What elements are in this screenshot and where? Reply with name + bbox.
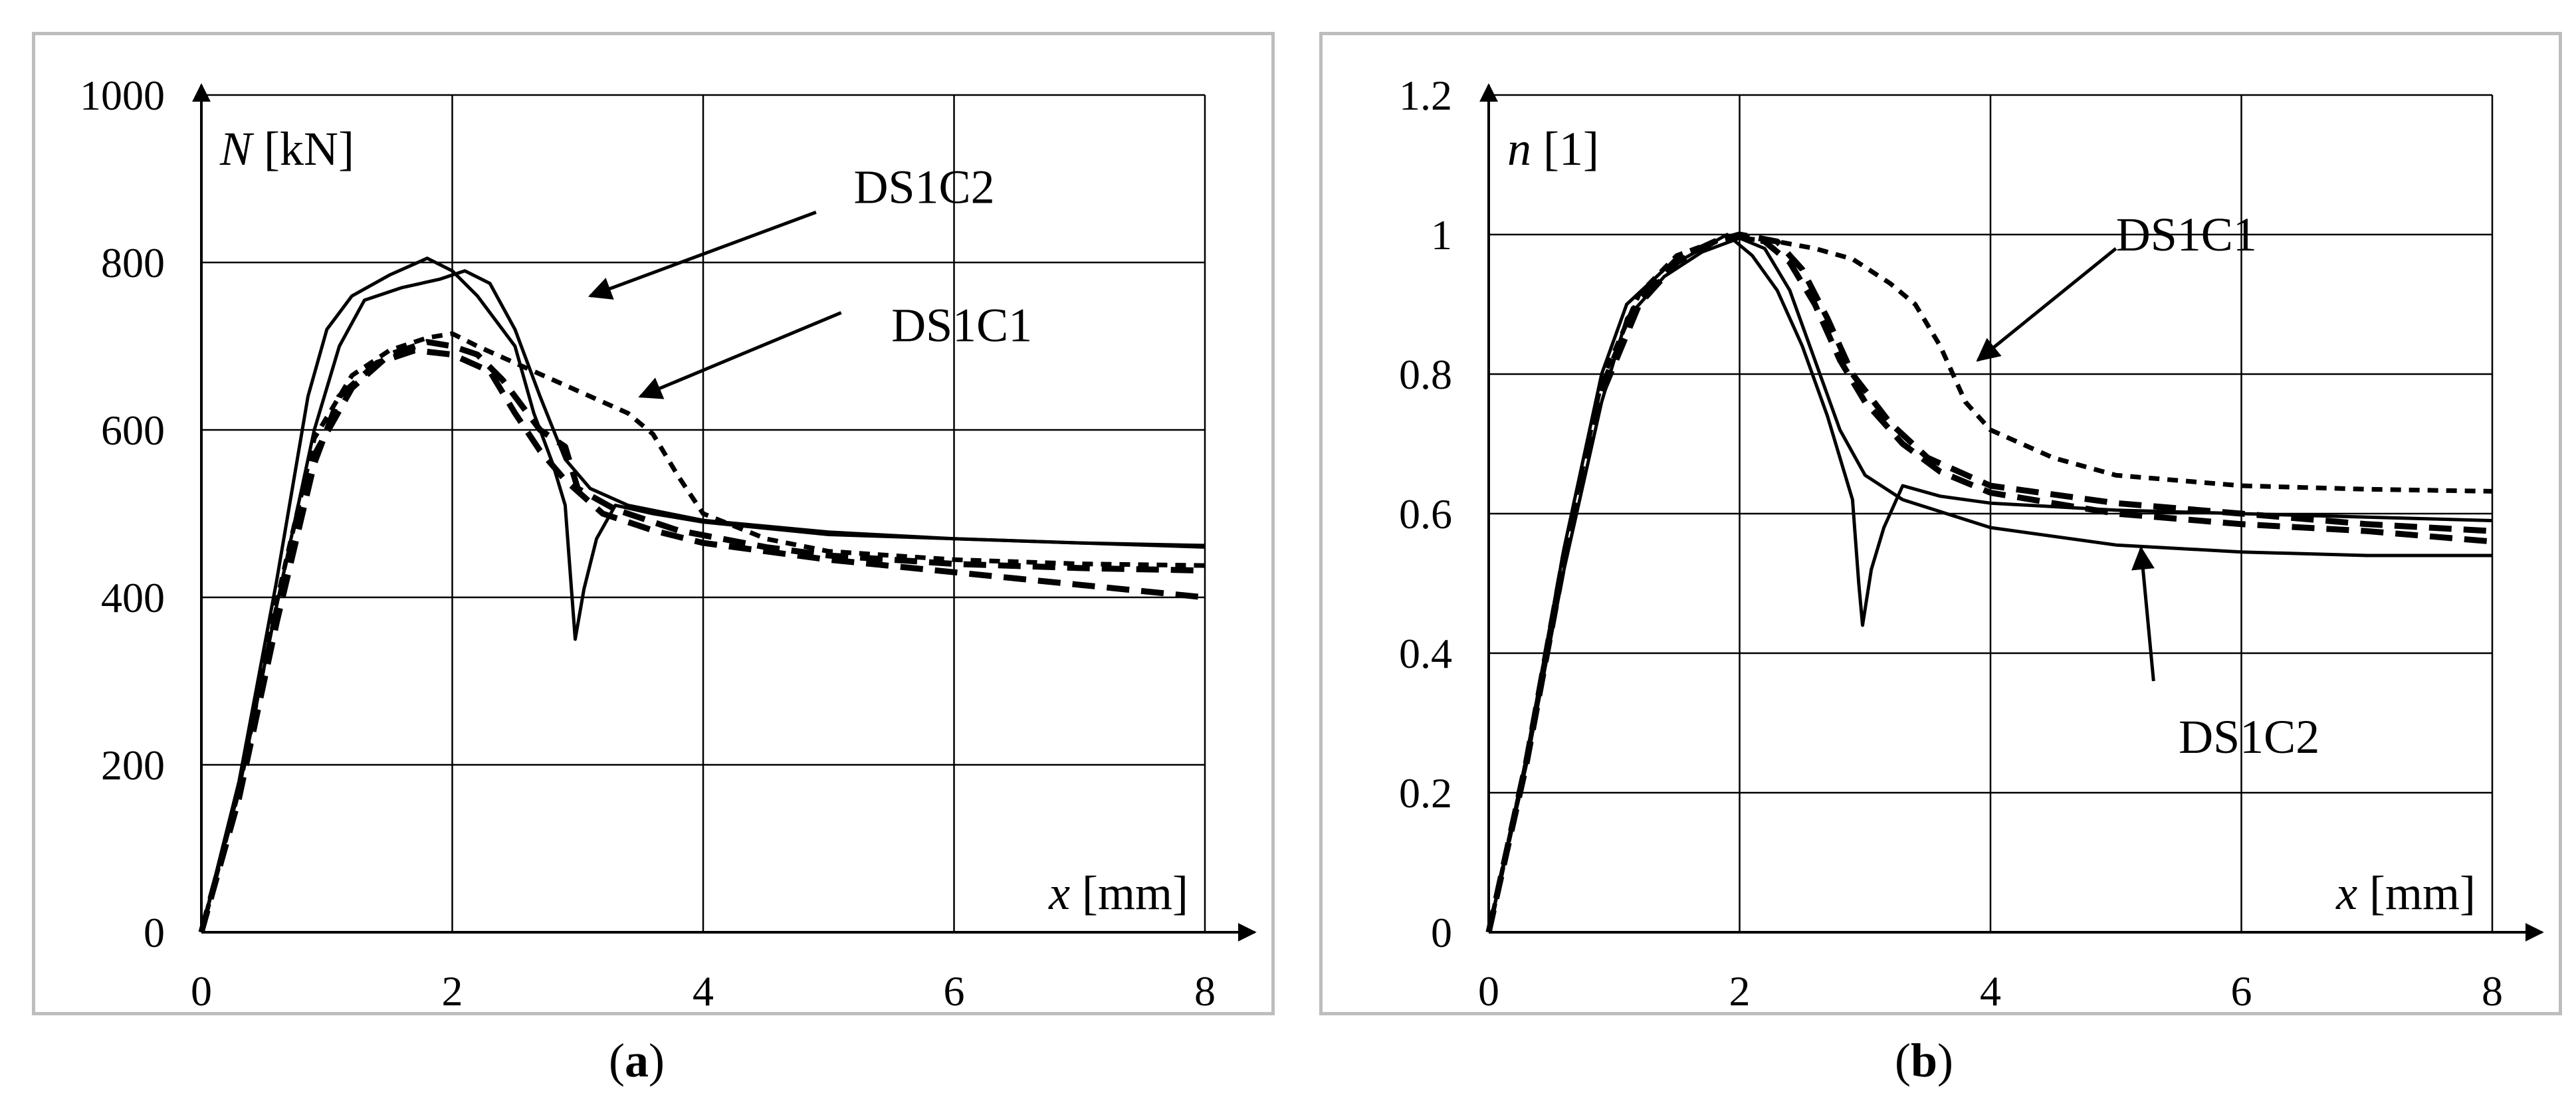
- x-tick-label: 0: [1478, 967, 1499, 1015]
- x-tick-label: 2: [1729, 967, 1751, 1015]
- x-tick-label: 6: [2231, 967, 2252, 1015]
- series-line-ds1c2-0: [1487, 233, 2493, 933]
- caption-a-open: (: [609, 1034, 625, 1087]
- series-line-ds1c1-3: [198, 339, 1206, 934]
- x-axis-label: x [mm]: [1048, 866, 1188, 920]
- y-tick-label: 1000: [80, 72, 165, 119]
- chart-panel-a: 0 2 4 6 8 0 200 400 600 800 1000 N [kN] x [mm] DS1C2 D…: [32, 32, 1275, 1015]
- y-tick-label: 800: [101, 239, 165, 286]
- x-tick-label: 6: [944, 967, 965, 1015]
- annotation-label-ds1c2: DS1C2: [854, 161, 995, 214]
- y-tick-label: 200: [101, 742, 165, 789]
- caption-a-close: ): [649, 1034, 665, 1087]
- caption-b-close: ): [1937, 1034, 1953, 1087]
- y-tick-label: 0.4: [1399, 630, 1452, 677]
- series-line-ds1c2-1: [199, 269, 1206, 933]
- annotation-label-ds1c2: DS1C2: [2179, 710, 2319, 763]
- caption-b-letter: b: [1910, 1034, 1938, 1087]
- annotation-arrow-ds1c2: [2131, 546, 2155, 682]
- y-axis-label: N [kN]: [219, 122, 354, 175]
- chart-a-svg: 0 2 4 6 8 0 200 400 600 800 1000 N [kN] x [mm] DS1C2 D…: [80, 72, 1257, 1015]
- caption-b: (b): [1858, 1033, 1990, 1088]
- caption-b-open: (: [1894, 1034, 1911, 1087]
- y-axis-label: n [1]: [1507, 122, 1599, 175]
- annotation-label-ds1c1: DS1C1: [891, 299, 1032, 352]
- caption-a-letter: a: [625, 1034, 649, 1087]
- annotation-arrow-ds1c1: [1976, 247, 2117, 362]
- x-tick-label: 4: [1980, 967, 2001, 1015]
- series-line-ds1c1-2: [198, 347, 1206, 934]
- x-tick-label: 8: [1194, 967, 1216, 1015]
- series-line-ds1c1-3: [1485, 231, 2493, 933]
- y-tick-label: 0.8: [1399, 351, 1452, 398]
- x-axis-unit: [mm]: [2357, 866, 2476, 920]
- chart-b-svg: 0 2 4 6 8 0 0.2 0.4 0.6 0.8 1 1.2 n [1] x [mm] DS1C1 DS…: [1399, 72, 2544, 1015]
- chart-panel-b: 0 2 4 6 8 0 0.2 0.4 0.6 0.8 1 1.2 n [1] x [mm] DS1C1 DS…: [1319, 32, 2562, 1015]
- x-tick-label: 2: [442, 967, 463, 1015]
- x-tick-label: 8: [2482, 967, 2503, 1015]
- x-axis-var: x: [1048, 866, 1070, 920]
- y-axis-var: n: [1507, 122, 1531, 175]
- x-axis-unit: [mm]: [1070, 866, 1188, 920]
- y-tick-label: 600: [101, 407, 165, 454]
- y-axis-unit: [kN]: [252, 122, 354, 175]
- y-tick-label: 0.6: [1399, 490, 1452, 538]
- y-tick-label: 1: [1431, 211, 1452, 258]
- series-line-ds1c2-1: [1487, 236, 2492, 933]
- y-tick-label: 0: [144, 909, 165, 956]
- series-line-ds1c1-4: [199, 331, 1206, 933]
- x-axis-var: x: [2335, 866, 2357, 920]
- caption-a: (a): [570, 1033, 703, 1088]
- y-tick-label: 400: [101, 574, 165, 621]
- annotation-label-ds1c1: DS1C1: [2116, 208, 2257, 261]
- y-tick-label: 1.2: [1399, 72, 1452, 119]
- annotation-arrow-ds1c2: [588, 211, 817, 300]
- y-tick-label: 0: [1431, 909, 1452, 956]
- y-axis-unit: [1]: [1531, 122, 1599, 175]
- series-line-ds1c1-4: [1486, 235, 2493, 933]
- x-tick-label: 4: [693, 967, 714, 1015]
- y-tick-label: 0.2: [1399, 769, 1452, 817]
- x-axis-label: x [mm]: [2335, 866, 2476, 920]
- annotation-arrow-ds1c1: [638, 311, 842, 399]
- y-axis-var: N: [219, 122, 255, 175]
- x-tick-label: 0: [191, 967, 212, 1015]
